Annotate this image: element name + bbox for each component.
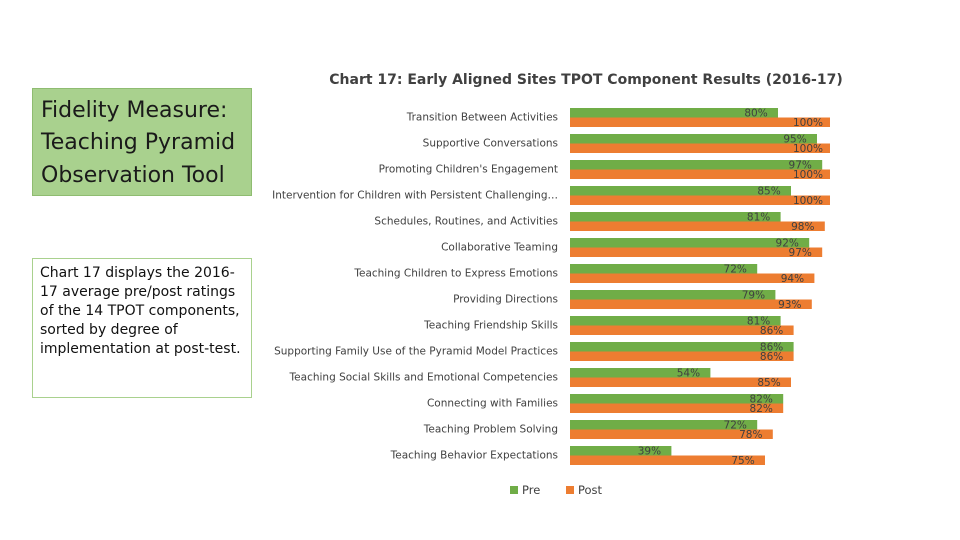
pre-value-label: 95% — [783, 134, 806, 146]
bars-group: Transition Between Activities 80% 100% Supp… — [272, 108, 830, 467]
slide-title: Fidelity Measure: Teaching Pyramid Obser… — [32, 88, 252, 196]
pre-bar — [570, 238, 810, 248]
post-value-label: 75% — [731, 455, 754, 467]
pre-bar — [570, 290, 776, 300]
post-bar — [570, 299, 812, 309]
pre-bar — [570, 446, 672, 456]
tpot-bar-chart: Chart 17: Early Aligned Sites TPOT Compo… — [272, 72, 843, 497]
pre-value-label: 82% — [750, 394, 773, 406]
post-bar — [570, 117, 830, 127]
pre-bar — [570, 264, 758, 274]
post-value-label: 100% — [793, 143, 823, 155]
pre-bar — [570, 368, 711, 378]
post-value-label: 97% — [789, 247, 812, 259]
post-bar — [570, 169, 830, 179]
category-label: Supportive Conversations — [423, 138, 558, 150]
post-value-label: 78% — [739, 429, 762, 441]
pre-bar — [570, 394, 784, 404]
post-value-label: 93% — [778, 299, 801, 311]
category-label: Providing Directions — [453, 294, 558, 306]
category-label: Teaching Friendship Skills — [423, 320, 558, 332]
post-value-label: 100% — [793, 169, 823, 181]
category-label: Teaching Problem Solving — [423, 424, 558, 436]
pre-value-label: 39% — [638, 446, 661, 458]
post-value-label: 100% — [793, 195, 823, 207]
category-label: Promoting Children's Engagement — [379, 164, 558, 176]
category-label: Teaching Children to Express Emotions — [353, 268, 558, 280]
post-bar — [570, 195, 830, 205]
pre-value-label: 86% — [760, 342, 783, 354]
post-value-label: 98% — [791, 221, 814, 233]
post-value-label: 100% — [793, 117, 823, 129]
pre-bar — [570, 186, 791, 196]
post-bar — [570, 325, 794, 335]
legend-label: Post — [578, 483, 603, 497]
pre-value-label: 72% — [724, 420, 747, 432]
post-value-label: 94% — [781, 273, 804, 285]
pre-value-label: 72% — [724, 264, 747, 276]
category-label: Supporting Family Use of the Pyramid Mod… — [274, 346, 558, 358]
post-bar — [570, 273, 815, 283]
legend-swatch — [566, 486, 574, 494]
category-label: Schedules, Routines, and Activities — [374, 216, 558, 228]
pre-bar — [570, 108, 778, 118]
pre-value-label: 85% — [757, 186, 780, 198]
pre-value-label: 54% — [677, 368, 700, 380]
pre-bar — [570, 316, 781, 326]
post-value-label: 82% — [750, 403, 773, 415]
pre-value-label: 81% — [747, 316, 770, 328]
post-bar — [570, 403, 784, 413]
category-label: Teaching Social Skills and Emotional Com… — [289, 372, 558, 384]
post-value-label: 86% — [760, 325, 783, 337]
pre-value-label: 92% — [776, 238, 799, 250]
pre-value-label: 80% — [744, 108, 767, 120]
post-bar — [570, 377, 791, 387]
post-value-label: 86% — [760, 351, 783, 363]
category-label: Collaborative Teaming — [441, 242, 558, 254]
post-bar — [570, 455, 765, 465]
pre-value-label: 97% — [789, 160, 812, 172]
pre-value-label: 79% — [742, 290, 765, 302]
post-bar — [570, 429, 773, 439]
pre-bar — [570, 212, 781, 222]
pre-bar — [570, 160, 823, 170]
post-bar — [570, 247, 823, 257]
legend: Pre Post — [510, 483, 603, 497]
post-bar — [570, 221, 825, 231]
post-bar — [570, 351, 794, 361]
pre-bar — [570, 134, 817, 144]
category-label: Transition Between Activities — [406, 112, 558, 124]
post-bar — [570, 143, 830, 153]
pre-value-label: 81% — [747, 212, 770, 224]
category-label: Teaching Behavior Expectations — [390, 450, 558, 462]
chart-description: Chart 17 displays the 2016-17 average pr… — [32, 258, 252, 398]
legend-swatch — [510, 486, 518, 494]
category-label: Connecting with Families — [427, 398, 558, 410]
post-value-label: 85% — [757, 377, 780, 389]
pre-bar — [570, 342, 794, 352]
chart-title: Chart 17: Early Aligned Sites TPOT Compo… — [329, 72, 843, 88]
category-label: Intervention for Children with Persisten… — [272, 190, 558, 202]
legend-label: Pre — [522, 483, 540, 497]
pre-bar — [570, 420, 758, 430]
